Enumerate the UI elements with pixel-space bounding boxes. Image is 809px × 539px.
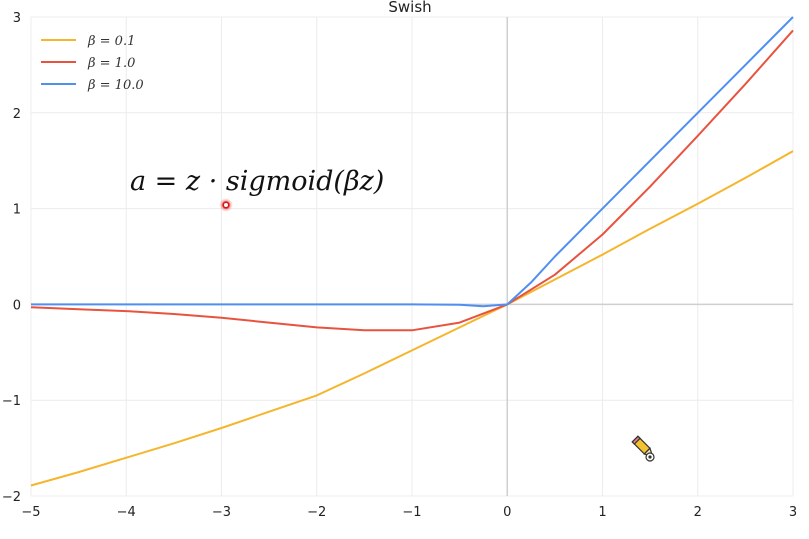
y-tick-labels: −2 −1 0 1 2 3: [2, 11, 21, 505]
x-tick-label: 3: [789, 505, 797, 520]
legend-label: β = 1.0: [87, 56, 135, 71]
y-tick-label: −2: [2, 490, 21, 505]
y-tick-label: 2: [13, 107, 21, 122]
x-tick-label: −1: [402, 505, 421, 520]
legend: β = 0.1 β = 1.0 β = 10.0: [41, 34, 144, 93]
x-tick-label: 2: [694, 505, 702, 520]
series-line-beta-1: [30, 29, 794, 332]
x-tick-label: −3: [212, 505, 231, 520]
x-tick-label: 1: [598, 505, 606, 520]
red-pointer-dot-icon: [219, 198, 233, 212]
y-tick-label: 0: [13, 298, 21, 313]
chart-title: Swish: [388, 0, 431, 16]
x-tick-label: −2: [307, 505, 326, 520]
y-tick-label: 3: [13, 11, 21, 26]
swish-formula: a = z · sigmoid(βz): [130, 166, 385, 197]
x-tick-label: 0: [503, 505, 511, 520]
legend-label: β = 10.0: [87, 78, 144, 93]
x-tick-label: −4: [117, 505, 136, 520]
series-line-beta-0.1: [30, 150, 794, 487]
x-tick-label: −5: [21, 505, 40, 520]
grid-lines: [30, 16, 794, 497]
pencil-cursor-icon: [631, 435, 655, 462]
series-line-beta-10: [31, 16, 794, 308]
series-lines: [30, 16, 794, 487]
x-tick-labels: −5 −4 −3 −2 −1 0 1 2 3: [21, 505, 797, 520]
y-tick-label: −1: [2, 394, 21, 409]
y-tick-label: 1: [13, 203, 21, 218]
legend-label: β = 0.1: [87, 34, 135, 49]
